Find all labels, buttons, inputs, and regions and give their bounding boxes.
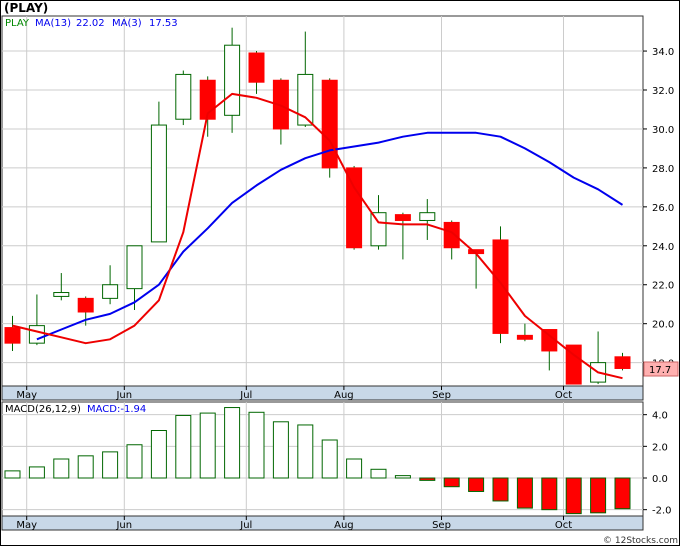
macd-y-tick-label: 2.0 xyxy=(652,442,668,453)
macd-bar-negative xyxy=(443,477,460,488)
candle-down xyxy=(321,79,338,169)
macd-bar-positive xyxy=(248,411,265,479)
price-x-axis: May Jun Jul Aug Sep Oct xyxy=(16,386,572,401)
macd-bar-positive xyxy=(150,430,167,479)
macd-x-tick-label: May xyxy=(16,520,37,531)
candle-down xyxy=(77,297,94,313)
price-x-tick-label: Jun xyxy=(115,390,132,401)
price-moving-averages xyxy=(12,92,624,380)
candle-up xyxy=(150,124,167,243)
macd-bar-negative xyxy=(614,477,631,510)
price-x-tick-label: Aug xyxy=(334,390,354,401)
price-y-tick-label: 24.0 xyxy=(652,242,674,253)
price-y-tick-label: 34.0 xyxy=(652,47,674,58)
macd-bar-positive xyxy=(272,421,289,479)
candle-up xyxy=(297,73,314,126)
macd-bar-positive xyxy=(126,444,143,479)
price-y-tick-label: 32.0 xyxy=(652,86,674,97)
legend-play: PLAY xyxy=(5,18,30,29)
candle-down xyxy=(565,344,582,385)
candle-up xyxy=(175,73,192,120)
macd-bars xyxy=(4,407,631,515)
macd-y-tick-label: 4.0 xyxy=(652,411,668,422)
macd-y-tick-label: 0.0 xyxy=(652,474,668,485)
price-candles xyxy=(4,27,631,385)
macd-x-tick-label: Jul xyxy=(239,520,252,531)
macd-label: MACD(26,12,9) xyxy=(5,404,81,415)
legend-ma3-value: 17.53 xyxy=(149,18,178,29)
macd-bar-positive xyxy=(394,475,411,479)
candle-up xyxy=(370,212,387,247)
candle-down xyxy=(248,52,265,83)
macd-value-label: MACD:-1.94 xyxy=(87,404,146,415)
ma13-line xyxy=(36,131,624,341)
macd-bar-negative xyxy=(419,477,436,481)
candle-down xyxy=(394,214,411,221)
macd-bar-positive xyxy=(199,412,216,479)
macd-x-axis-band xyxy=(1,515,644,531)
macd-bar-positive xyxy=(102,451,119,479)
price-x-tick-label: Oct xyxy=(555,390,572,401)
candle-down xyxy=(614,356,631,369)
price-y-tick-label: 30.0 xyxy=(652,125,674,136)
price-y-tick-label: 20.0 xyxy=(652,320,674,331)
price-y-tick-label: 22.0 xyxy=(652,281,674,292)
macd-x-tick-label: Sep xyxy=(432,520,451,531)
price-y-tick-label: 26.0 xyxy=(652,203,674,214)
macd-bar-negative xyxy=(565,477,582,515)
macd-bar-positive xyxy=(77,455,94,479)
macd-bar-positive xyxy=(297,424,314,479)
macd-bar-negative xyxy=(541,477,558,511)
candle-down xyxy=(516,334,533,340)
candle-up xyxy=(53,292,70,297)
price-panel: 18.020.022.024.026.028.030.032.034.0 PLA… xyxy=(1,15,679,387)
macd-x-axis: May Jun Jul Aug Sep Oct xyxy=(16,516,572,531)
price-x-tick-label: Sep xyxy=(432,390,451,401)
candle-down xyxy=(443,221,460,249)
macd-bar-positive xyxy=(321,439,338,479)
macd-x-tick-label: Aug xyxy=(334,520,354,531)
candle-down xyxy=(346,167,363,249)
price-x-tick-label: May xyxy=(16,390,37,401)
macd-bar-negative xyxy=(468,477,485,492)
macd-bar-positive xyxy=(175,414,192,479)
last-price-tag: 17.7 xyxy=(643,361,679,377)
last-price-value: 17.7 xyxy=(649,365,671,376)
candle-up xyxy=(126,245,143,290)
price-legend: PLAY MA(13) 22.02 MA(3) 17.53 xyxy=(5,18,178,29)
macd-x-tick-label: Oct xyxy=(555,520,572,531)
macd-x-tick-label: Jun xyxy=(115,520,132,531)
watermark: © 12Stocks.com xyxy=(603,536,678,546)
legend-ma13-label: MA(13) xyxy=(35,18,71,29)
price-x-tick-label: Jul xyxy=(239,390,252,401)
macd-y-tick-label: -2.0 xyxy=(652,506,672,517)
price-grid xyxy=(2,16,643,386)
macd-panel: -2.0 0.0 2.0 4.0 MACD(26,12,9) MACD:-1.94 xyxy=(1,401,672,517)
macd-bar-positive xyxy=(28,466,45,479)
candle-up xyxy=(28,325,45,344)
macd-bar-positive xyxy=(346,458,363,479)
candle-down xyxy=(4,327,21,344)
candle-up xyxy=(224,44,241,116)
candle-up xyxy=(419,212,436,221)
candle-up xyxy=(102,284,119,299)
macd-bar-negative xyxy=(492,477,509,502)
last-price-box xyxy=(643,361,679,377)
macd-bar-negative xyxy=(590,477,607,514)
macd-bar-positive xyxy=(4,470,21,479)
legend-ma13-value: 22.02 xyxy=(76,18,105,29)
macd-bar-positive xyxy=(224,407,241,479)
macd-bar-negative xyxy=(516,477,533,509)
symbol-title: (PLAY) xyxy=(4,1,48,15)
macd-bar-positive xyxy=(53,458,70,479)
macd-bar-positive xyxy=(370,468,387,479)
ma3-line xyxy=(12,92,623,380)
legend-ma3-label: MA(3) xyxy=(112,18,142,29)
price-y-tick-label: 28.0 xyxy=(652,164,674,175)
price-x-axis-band xyxy=(1,385,644,401)
macd-y-axis: -2.0 0.0 2.0 4.0 xyxy=(643,411,672,517)
candle-down xyxy=(492,239,509,334)
